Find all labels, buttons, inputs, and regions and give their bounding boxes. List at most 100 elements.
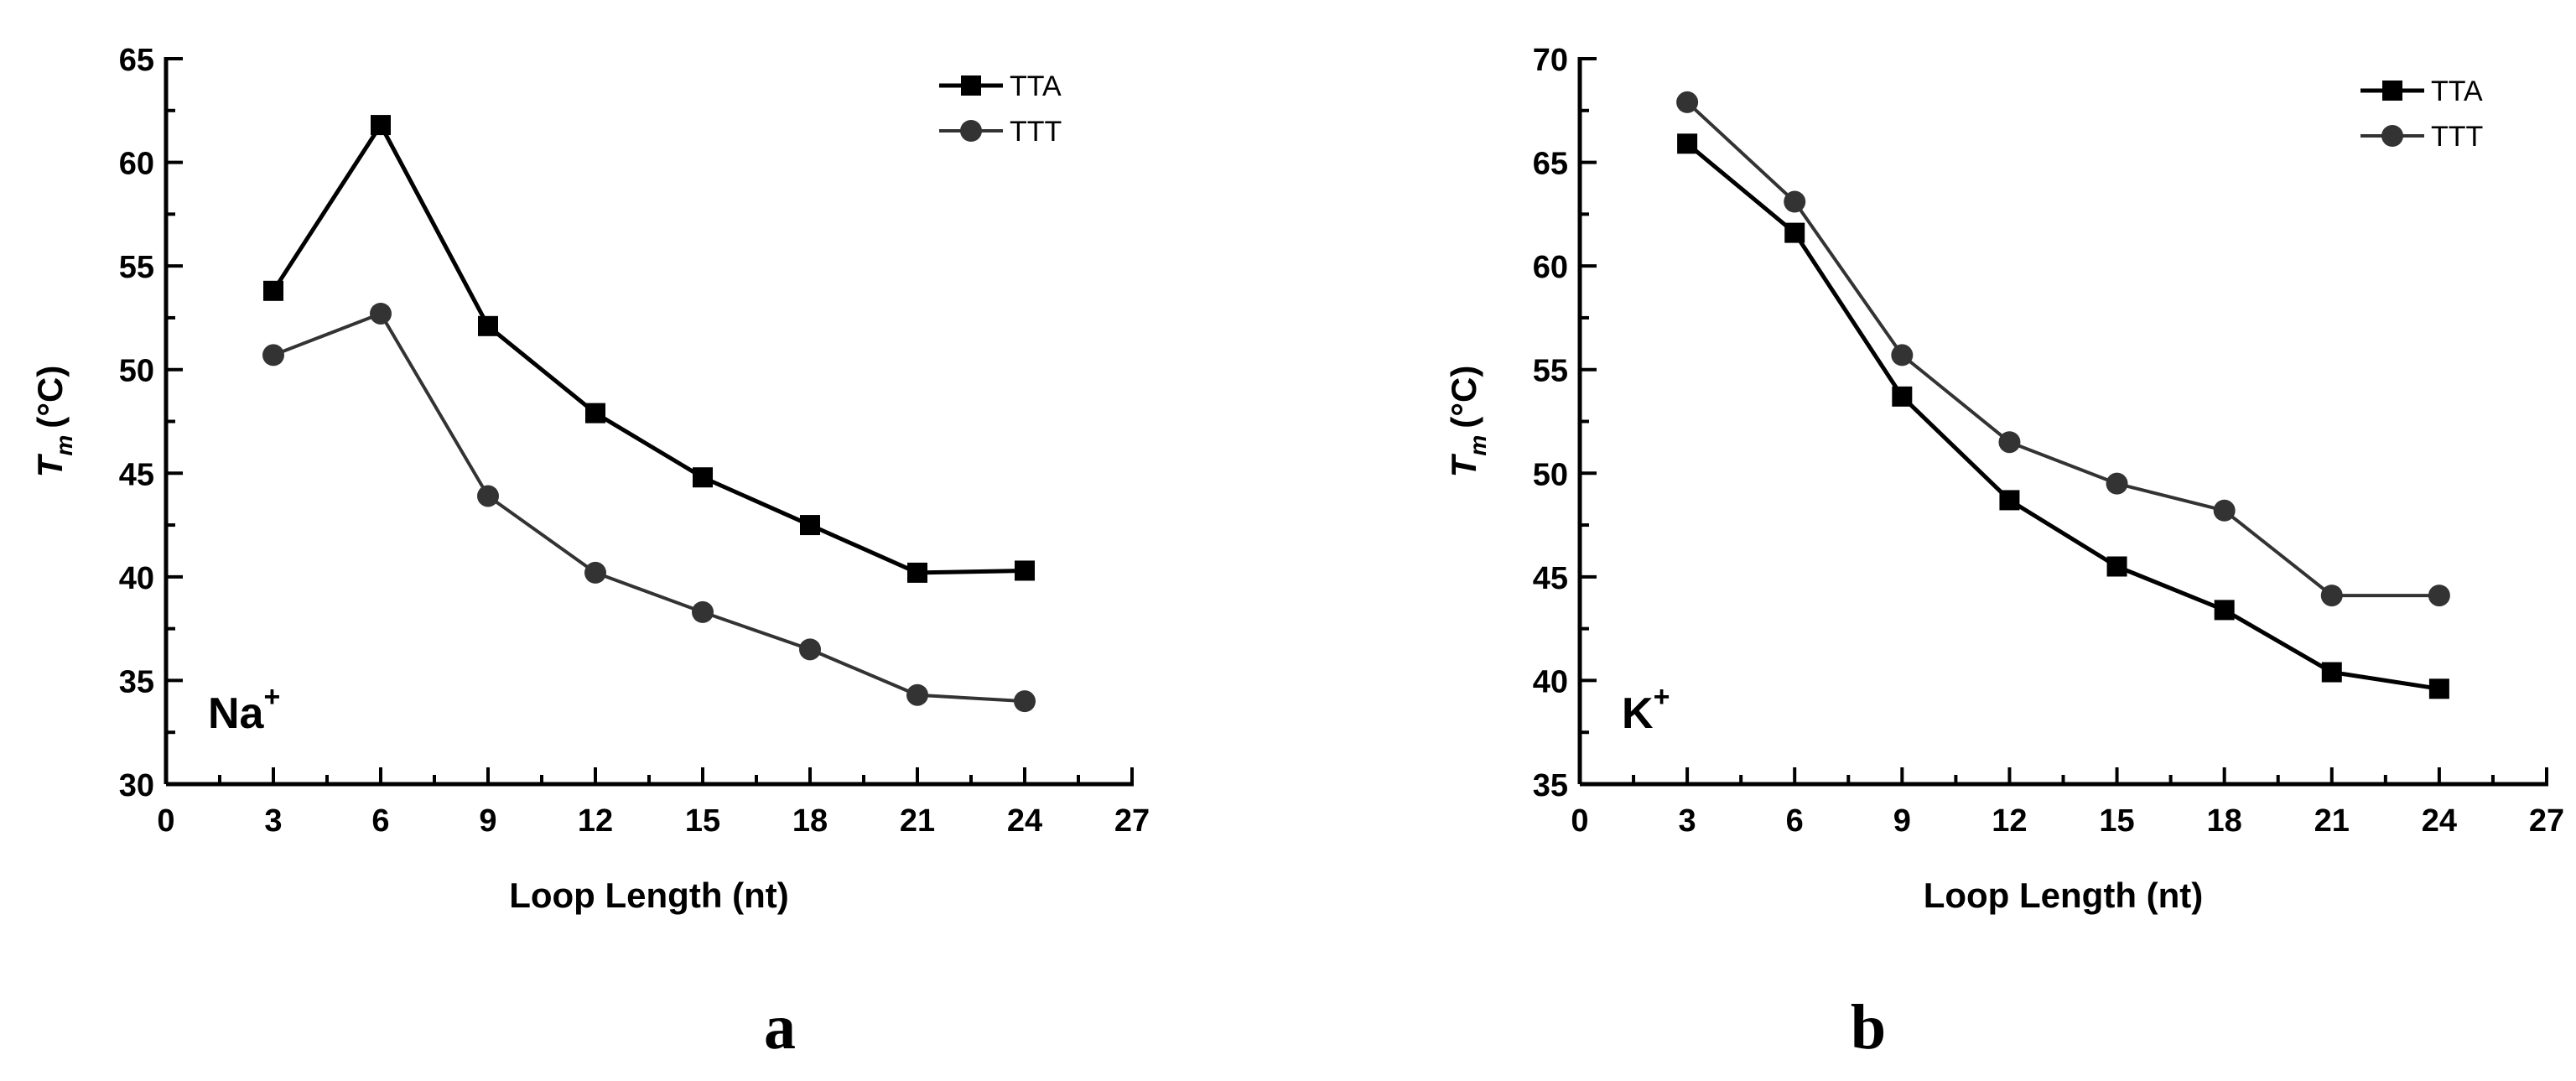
y-tick-label: 55 — [119, 250, 154, 285]
x-tick-label: 0 — [1571, 803, 1588, 839]
data-point-tta — [800, 515, 820, 536]
y-tick-label: 55 — [1533, 354, 1568, 389]
x-tick-label: 21 — [900, 803, 935, 839]
y-tick-label: 65 — [119, 43, 154, 78]
data-point-ttt — [2106, 472, 2128, 495]
x-tick-label: 27 — [2529, 803, 2564, 839]
ion-label-charge: + — [263, 681, 280, 713]
legend-marker-ttt — [960, 120, 982, 142]
y-tick-label: 35 — [119, 664, 154, 699]
x-tick-label: 0 — [157, 803, 174, 839]
x-tick-label: 15 — [685, 803, 720, 839]
series-line-ttt — [1685, 101, 2439, 598]
data-point-tta — [371, 115, 391, 136]
y-tick-label: 60 — [119, 147, 154, 182]
data-point-tta — [2428, 678, 2449, 699]
data-point-ttt — [1891, 344, 1914, 366]
y-axis-title-subscript: m — [51, 435, 77, 456]
x-tick-label: 12 — [578, 803, 613, 839]
y-tick-label: 50 — [119, 354, 154, 389]
series-line-tta — [271, 122, 1026, 575]
data-point-tta — [693, 467, 713, 488]
x-axis-title: Loop Length (nt) — [509, 876, 789, 915]
x-tick-label: 24 — [1007, 803, 1042, 839]
data-point-ttt — [906, 683, 928, 706]
y-tick-label: 50 — [1533, 457, 1568, 492]
y-axis-title-symbol: T — [30, 453, 70, 477]
legend-marker-tta — [961, 75, 981, 96]
legend-label-tta: TTA — [1010, 70, 1062, 102]
x-tick-label: 21 — [2314, 803, 2350, 839]
data-point-ttt — [370, 302, 392, 325]
ion-label-charge: + — [1654, 681, 1670, 713]
y-tick-label: 40 — [119, 561, 154, 596]
y-axis-title: Tm (°C) — [30, 366, 77, 478]
data-point-ttt — [1014, 690, 1036, 713]
panel-letter: a — [764, 992, 796, 1063]
series-line-ttt — [273, 311, 1026, 704]
y-tick-label: 35 — [1533, 768, 1568, 803]
data-point-tta — [1015, 560, 1035, 581]
data-point-tta — [1677, 133, 1698, 154]
data-point-ttt — [1784, 190, 1806, 213]
data-point-tta — [2321, 662, 2342, 683]
x-tick-label: 24 — [2422, 803, 2457, 839]
ion-label: K+ — [1622, 681, 1670, 738]
y-axis-title-unit: (°C) — [1444, 366, 1483, 429]
data-point-ttt — [477, 485, 499, 507]
data-point-tta — [478, 315, 498, 336]
x-tick-label: 3 — [1679, 803, 1696, 839]
series-line-tta — [1685, 142, 2440, 691]
x-axis-title: Loop Length (nt) — [1924, 876, 2204, 915]
data-point-ttt — [262, 344, 284, 366]
x-tick-label: 12 — [1992, 803, 2027, 839]
y-axis-title-symbol: T — [1444, 453, 1483, 477]
ion-label-symbol: K — [1622, 689, 1654, 738]
data-point-ttt — [2213, 499, 2236, 522]
data-point-ttt — [799, 638, 821, 661]
data-point-tta — [2106, 556, 2127, 577]
x-tick-label: 15 — [2099, 803, 2134, 839]
y-tick-label: 40 — [1533, 664, 1568, 699]
data-point-ttt — [584, 561, 606, 584]
data-point-tta — [907, 562, 927, 583]
x-tick-label: 6 — [1786, 803, 1804, 839]
y-axis-title-subscript: m — [1465, 435, 1491, 456]
x-tick-label: 6 — [371, 803, 389, 839]
data-point-tta — [263, 280, 283, 301]
data-point-tta — [1784, 222, 1805, 243]
data-point-tta — [585, 403, 605, 424]
x-tick-label: 27 — [1114, 803, 1150, 839]
x-tick-label: 9 — [479, 803, 496, 839]
legend-label-ttt: TTT — [2431, 121, 2483, 153]
x-tick-label: 18 — [2207, 803, 2242, 839]
x-tick-label: 3 — [264, 803, 282, 839]
data-point-tta — [1999, 490, 2020, 511]
x-tick-label: 18 — [792, 803, 828, 839]
legend-label-tta: TTA — [2431, 75, 2483, 107]
ion-label-symbol: Na — [208, 689, 265, 738]
y-axis-title-unit: (°C) — [30, 366, 70, 429]
panel-letter: b — [1851, 992, 1886, 1063]
data-point-ttt — [1676, 91, 1699, 113]
y-tick-label: 70 — [1533, 43, 1568, 78]
data-point-tta — [1892, 386, 1913, 407]
y-tick-label: 30 — [119, 768, 154, 803]
ion-label: Na+ — [208, 681, 280, 738]
legend-label-ttt: TTT — [1010, 116, 1062, 148]
x-tick-label: 9 — [1893, 803, 1911, 839]
chart-panel-a: 0 3 6 9 12 15 18 21 24 27 30 35 40 45 50 55 60 65 Loop Len… — [30, 43, 1150, 1063]
legend-marker-ttt — [2381, 125, 2403, 147]
data-point-tta — [2214, 600, 2235, 621]
data-point-ttt — [1998, 431, 2021, 454]
data-point-ttt — [2320, 585, 2343, 607]
y-tick-label: 45 — [1533, 561, 1568, 596]
legend-marker-tta — [2382, 81, 2402, 101]
data-point-ttt — [692, 600, 714, 623]
y-tick-label: 60 — [1533, 250, 1568, 285]
data-point-ttt — [2428, 585, 2450, 607]
chart-panel-b: 0 3 6 9 12 15 18 21 24 27 35 40 45 50 55 60 65 70 Loop Len… — [1444, 43, 2564, 1063]
y-tick-label: 65 — [1533, 147, 1568, 182]
y-tick-label: 45 — [119, 457, 154, 492]
